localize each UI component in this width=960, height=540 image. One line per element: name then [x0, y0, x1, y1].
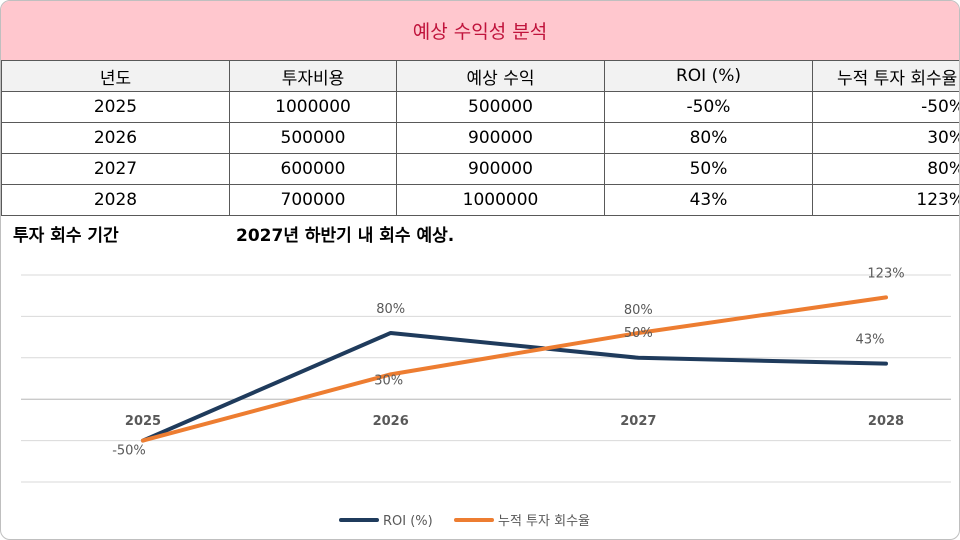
table-cell[interactable]: 80%	[604, 122, 813, 154]
table-cell[interactable]: 2027	[1, 153, 230, 185]
table-header-row: 년도 투자비용 예상 수익 ROI (%) 누적 투자 회수율	[1, 60, 959, 92]
table-cell[interactable]: 900000	[396, 122, 605, 154]
table-cell[interactable]: 30%	[812, 122, 959, 154]
roi-series-line	[141, 330, 888, 443]
column-header[interactable]: 투자비용	[229, 60, 397, 92]
table-row: 2028 700000 1000000 43% 123%	[1, 184, 959, 216]
column-header[interactable]: 예상 수익	[396, 60, 605, 92]
data-label: 43%	[856, 333, 885, 348]
roi-line-chart: 2025 2026 2027 2028 -50% 80% 50% 43% 30% 80% 123% R…	[21, 266, 951, 529]
table-cell[interactable]: -50%	[604, 91, 813, 123]
data-label: 30%	[374, 373, 403, 388]
table-cell[interactable]: 1000000	[396, 184, 605, 216]
page-title: 예상 수익성 분석	[412, 21, 548, 43]
table-cell[interactable]: 43%	[604, 184, 813, 216]
legend-label: ROI (%)	[383, 514, 433, 529]
data-table: 년도 투자비용 예상 수익 ROI (%) 누적 투자 회수율 2025 100…	[1, 60, 959, 216]
x-tick-label: 2028	[868, 414, 904, 429]
table-row: 2026 500000 900000 80% 30%	[1, 122, 959, 154]
cumulative-series-line	[141, 295, 888, 443]
x-tick-label: 2026	[373, 414, 409, 429]
table-cell[interactable]: -50%	[812, 91, 959, 123]
table-cell[interactable]: 123%	[812, 184, 959, 216]
x-tick-label: 2027	[620, 414, 656, 429]
table-cell[interactable]: 80%	[812, 153, 959, 185]
table-cell[interactable]: 1000000	[229, 91, 397, 123]
x-tick-label: 2025	[125, 414, 161, 429]
table-cell[interactable]: 50%	[604, 153, 813, 185]
table-row: 2027 600000 900000 50% 80%	[1, 153, 959, 185]
table-cell[interactable]: 700000	[229, 184, 397, 216]
table-cell[interactable]: 500000	[229, 122, 397, 154]
data-label: 80%	[624, 303, 653, 318]
payback-label: 투자 회수 기간	[13, 226, 119, 246]
table-row: 2025 1000000 500000 -50% -50%	[1, 91, 959, 123]
column-header[interactable]: 년도	[1, 60, 230, 92]
title-bar: 예상 수익성 분석	[1, 1, 959, 61]
table-cell[interactable]: 600000	[229, 153, 397, 185]
table-cell[interactable]: 900000	[396, 153, 605, 185]
column-header[interactable]: ROI (%)	[604, 60, 813, 92]
column-header[interactable]: 누적 투자 회수율	[812, 60, 959, 92]
table-cell[interactable]: 2025	[1, 91, 230, 123]
table-cell[interactable]: 500000	[396, 91, 605, 123]
legend-label: 누적 투자 회수율	[498, 514, 590, 529]
data-label: 80%	[376, 302, 405, 317]
data-label: 123%	[867, 266, 904, 281]
table-cell[interactable]: 2028	[1, 184, 230, 216]
data-label: -50%	[112, 444, 146, 459]
table-cell[interactable]: 2026	[1, 122, 230, 154]
data-label: 50%	[624, 326, 653, 341]
payback-value: 2027년 하반기 내 회수 예상.	[236, 226, 455, 246]
